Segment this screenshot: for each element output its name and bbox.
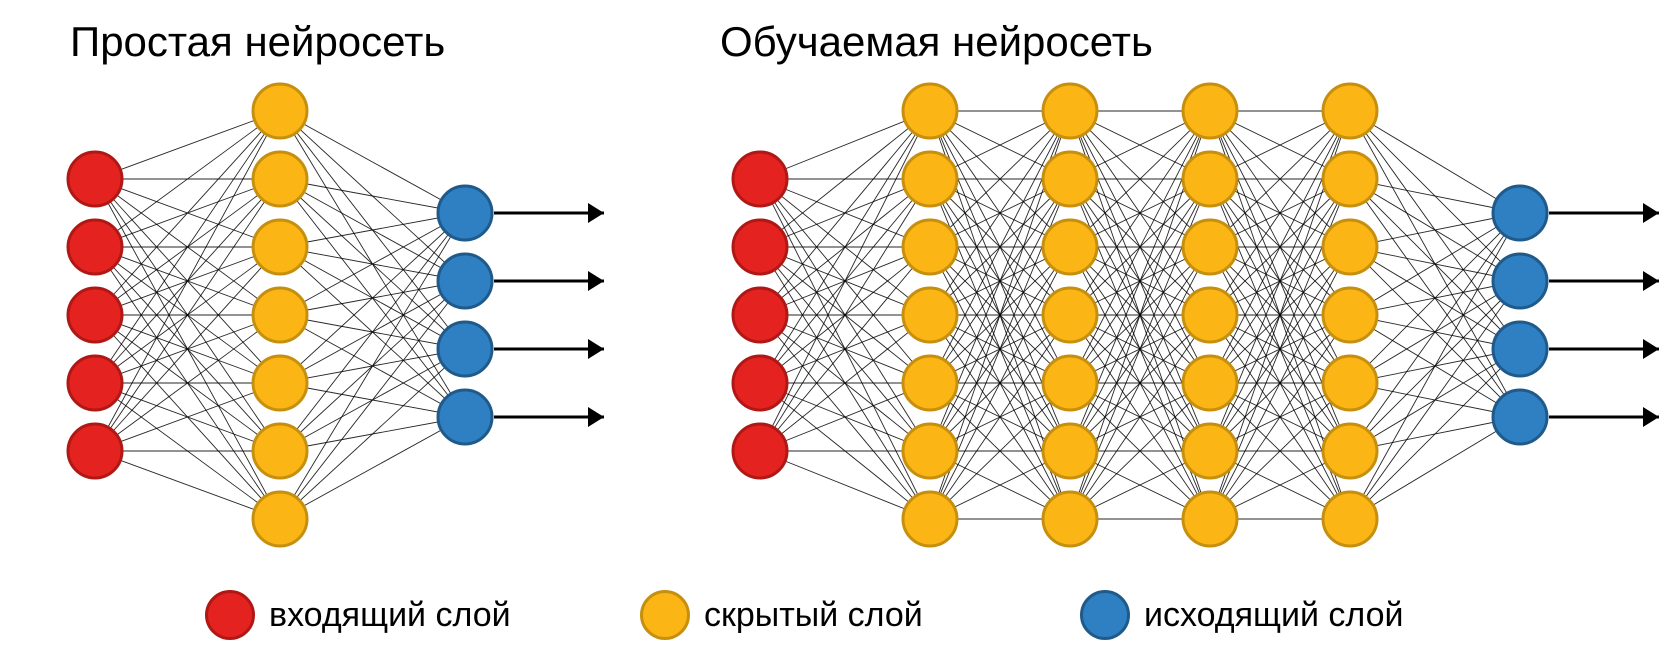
hidden-node (903, 356, 957, 410)
legend-label: скрытый слой (704, 596, 923, 635)
hidden-node (1043, 84, 1097, 138)
network-deep (733, 84, 1659, 546)
output-node (1493, 186, 1547, 240)
hidden-node (1323, 288, 1377, 342)
hidden-node (903, 84, 957, 138)
output-node (438, 390, 492, 444)
hidden-node (1323, 424, 1377, 478)
hidden-node (1043, 152, 1097, 206)
hidden-node (1043, 288, 1097, 342)
hidden-node (1183, 356, 1237, 410)
legend-input-layer: входящий слой (205, 590, 511, 640)
input-node (733, 288, 787, 342)
legend-label: входящий слой (269, 596, 511, 635)
hidden-node (1323, 356, 1377, 410)
legend-label: исходящий слой (1144, 596, 1404, 635)
hidden-node (1043, 424, 1097, 478)
input-node (68, 356, 122, 410)
legend-hidden-layer: скрытый слой (640, 590, 923, 640)
input-node (733, 152, 787, 206)
legend-swatch-input (205, 590, 255, 640)
hidden-node (253, 152, 307, 206)
input-node (68, 424, 122, 478)
output-node (438, 322, 492, 376)
legend-swatch-hidden (640, 590, 690, 640)
network-simple (68, 84, 604, 546)
neural-networks-diagram (0, 0, 1680, 661)
hidden-node (253, 220, 307, 274)
input-node (68, 288, 122, 342)
hidden-node (253, 492, 307, 546)
hidden-node (253, 84, 307, 138)
title-deep-network: Обучаемая нейросеть (720, 18, 1153, 66)
output-node (438, 186, 492, 240)
legend-swatch-output (1080, 590, 1130, 640)
output-arrows (494, 203, 604, 427)
input-node (733, 356, 787, 410)
output-node (1493, 322, 1547, 376)
hidden-node (903, 152, 957, 206)
hidden-node (903, 220, 957, 274)
hidden-node (1043, 220, 1097, 274)
input-node (733, 424, 787, 478)
hidden-node (903, 424, 957, 478)
input-node (68, 220, 122, 274)
hidden-node (903, 492, 957, 546)
input-node (68, 152, 122, 206)
hidden-node (1183, 288, 1237, 342)
hidden-node (1183, 220, 1237, 274)
hidden-node (253, 424, 307, 478)
hidden-node (1323, 492, 1377, 546)
hidden-node (1183, 152, 1237, 206)
hidden-node (1323, 152, 1377, 206)
output-node (1493, 254, 1547, 308)
hidden-node (1183, 424, 1237, 478)
hidden-node (903, 288, 957, 342)
hidden-node (1043, 356, 1097, 410)
edges (760, 111, 1520, 519)
input-node (733, 220, 787, 274)
output-node (438, 254, 492, 308)
hidden-node (1183, 84, 1237, 138)
hidden-node (253, 356, 307, 410)
output-node (1493, 390, 1547, 444)
hidden-node (1183, 492, 1237, 546)
output-arrows (1549, 203, 1659, 427)
hidden-node (1323, 84, 1377, 138)
legend-output-layer: исходящий слой (1080, 590, 1404, 640)
hidden-node (1043, 492, 1097, 546)
hidden-node (253, 288, 307, 342)
title-simple-network: Простая нейросеть (70, 18, 445, 66)
hidden-node (1323, 220, 1377, 274)
